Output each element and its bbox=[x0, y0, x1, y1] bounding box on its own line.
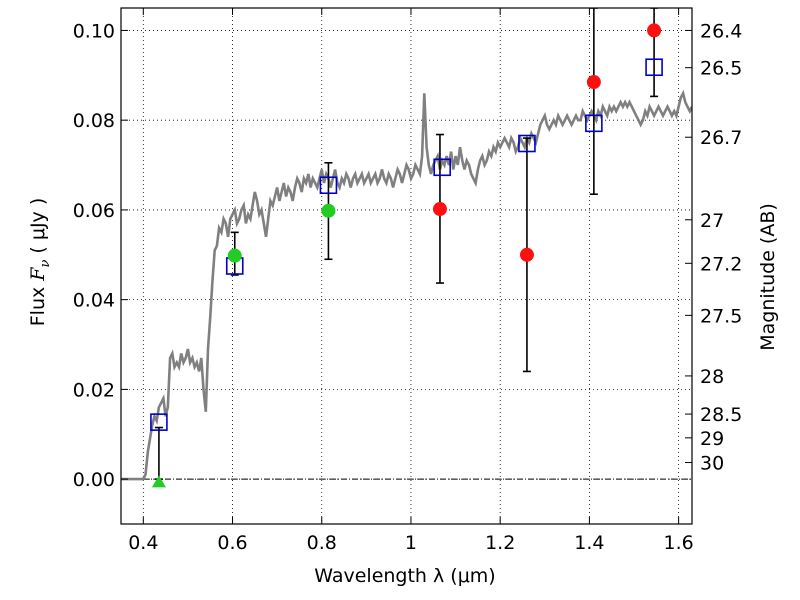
model-square-point bbox=[433, 158, 451, 177]
x-tick-label: 0.4 bbox=[128, 532, 158, 554]
model-square-point bbox=[585, 114, 603, 133]
upper-limit-triangle bbox=[151, 475, 166, 488]
right-tick-label: 26.4 bbox=[700, 20, 742, 42]
flux-circle-point bbox=[432, 202, 447, 217]
flux-circle-point bbox=[647, 23, 662, 38]
grid bbox=[121, 8, 692, 524]
right-axis-title: Magnitude (AB) bbox=[757, 203, 779, 351]
model-square-point bbox=[319, 176, 338, 195]
y-axis-title-prefix: Flux bbox=[27, 281, 49, 327]
right-tick-label: 28.5 bbox=[700, 404, 742, 426]
y-tick-label: 0.08 bbox=[73, 110, 115, 132]
y-tick-label: 0.10 bbox=[73, 20, 115, 42]
right-ticks: 26.4 26.5 26.7 27 27.2 27.5 28 28.529 30 bbox=[685, 20, 742, 475]
right-tick-label: 29 bbox=[700, 428, 724, 450]
flux-circle-point bbox=[586, 75, 601, 90]
y-tick-label: 0.02 bbox=[73, 379, 115, 401]
right-tick-label: 26.7 bbox=[700, 127, 742, 149]
y-ticks: 0.00 0.02 0.04 0.06 0.08 0.10 bbox=[73, 20, 128, 491]
model-square-point bbox=[150, 413, 168, 431]
flux-circle-point bbox=[519, 247, 534, 262]
x-tick-label: 0.8 bbox=[307, 532, 337, 554]
right-tick-label: 27 bbox=[700, 210, 724, 232]
model-square-point bbox=[645, 58, 663, 77]
y-axis-title: Flux Fν ( μJy ) bbox=[27, 198, 53, 327]
plot-frame bbox=[120, 7, 693, 525]
x-tick-label: 1 bbox=[405, 532, 417, 554]
flux-circle-point bbox=[321, 203, 336, 218]
y-tick-label: 0.00 bbox=[73, 469, 115, 491]
flux-circle-point bbox=[227, 248, 242, 263]
x-tick-label: 1.4 bbox=[574, 532, 604, 554]
model-square-point bbox=[518, 134, 536, 153]
x-tick-label: 1.2 bbox=[485, 532, 515, 554]
right-tick-label: 26.5 bbox=[700, 58, 742, 80]
y-tick-label: 0.06 bbox=[73, 200, 115, 222]
spectrum-line bbox=[121, 89, 692, 481]
right-tick-label: 27.2 bbox=[700, 253, 742, 275]
x-tick-label: 1.6 bbox=[664, 532, 694, 554]
y-axis-title-subscript: ν bbox=[38, 260, 53, 268]
y-axis-title-unit: ( μJy ) bbox=[27, 198, 49, 260]
x-ticks: 0.4 0.6 0.8 1 1.2 1.4 1.6 bbox=[128, 8, 694, 554]
y-tick-label: 0.04 bbox=[73, 290, 115, 312]
x-tick-label: 0.6 bbox=[217, 532, 247, 554]
y-axis-title-symbol: F bbox=[27, 267, 49, 282]
right-tick-label: 28 bbox=[700, 366, 724, 388]
right-tick-label: 27.5 bbox=[700, 305, 742, 327]
right-tick-label: 30 bbox=[700, 453, 724, 475]
x-axis-title: Wavelength λ (μm) bbox=[314, 565, 495, 587]
plot-area bbox=[121, 8, 692, 488]
